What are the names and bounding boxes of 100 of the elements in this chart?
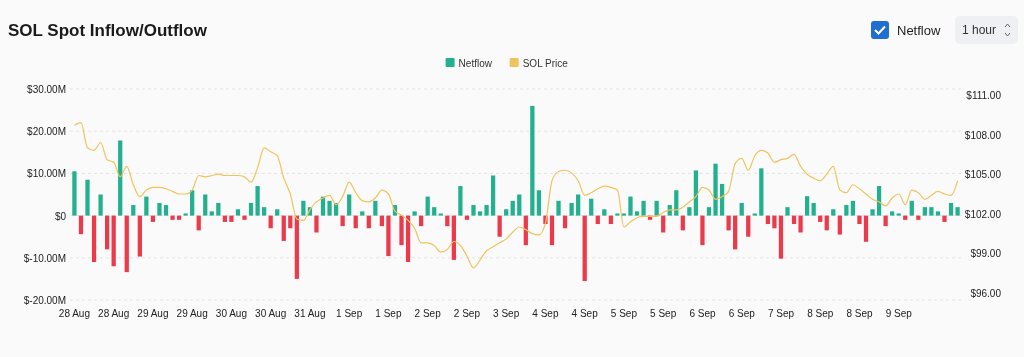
- bar: [654, 200, 659, 216]
- bar: [739, 202, 744, 216]
- bar: [229, 215, 234, 222]
- y2-tick-label: $111.00: [966, 90, 1002, 101]
- bar: [857, 215, 862, 225]
- bar: [726, 215, 731, 231]
- bar: [870, 209, 875, 216]
- bar: [948, 202, 954, 216]
- x-tick-label: 2 Sep: [414, 308, 442, 319]
- bar: [98, 194, 103, 216]
- y-tick-label: $0: [54, 210, 67, 222]
- x-tick-label: 29 Aug: [176, 308, 208, 319]
- bar: [752, 213, 757, 216]
- bar: [72, 171, 77, 216]
- y-tick-label: $20.00M: [27, 126, 66, 138]
- bar: [693, 170, 699, 216]
- x-tick-label: 9 Sep: [885, 308, 913, 319]
- bar: [811, 202, 816, 216]
- y2-tick-label: $108.00: [964, 129, 1002, 141]
- bar: [746, 215, 751, 237]
- bar: [602, 209, 607, 216]
- bar: [772, 215, 777, 229]
- bar: [347, 194, 352, 216]
- bar: [929, 207, 934, 216]
- bar: [556, 200, 561, 216]
- bar: [804, 196, 810, 216]
- bar: [301, 200, 306, 216]
- bar: [530, 105, 535, 216]
- bar: [517, 194, 522, 216]
- text: Netflow: [897, 23, 941, 38]
- bar: [255, 186, 260, 216]
- text: 1 hour: [962, 23, 997, 37]
- bar: [248, 202, 254, 216]
- bar: [890, 211, 895, 216]
- bar: [124, 215, 129, 273]
- bar: [235, 209, 241, 216]
- x-tick-label: 8 Sep: [807, 308, 834, 319]
- bar: [733, 215, 738, 250]
- bar: [78, 215, 84, 235]
- legend-label: Netflow: [458, 58, 493, 69]
- bar: [242, 215, 247, 220]
- bar: [582, 215, 587, 282]
- bar: [831, 209, 836, 216]
- bar: [504, 209, 509, 216]
- x-tick-label: 5 Sep: [650, 308, 677, 319]
- bar: [386, 215, 391, 257]
- bar: [719, 183, 725, 216]
- x-tick-label: 30 Aug: [255, 308, 287, 319]
- bar: [621, 213, 627, 216]
- line-series: [73, 122, 959, 269]
- bar: [183, 213, 188, 216]
- bar: [262, 207, 267, 216]
- bar: [576, 194, 581, 216]
- bar: [850, 200, 856, 216]
- chart-title: SOL Spot Inflow/Outflow: [8, 21, 208, 40]
- y2-tick-label: $102.00: [964, 208, 1002, 220]
- bar: [484, 205, 489, 216]
- y2-tick-label: $105.00: [964, 169, 1002, 181]
- x-tick-label: 5 Sep: [610, 308, 638, 319]
- bar: [922, 207, 927, 216]
- bar: [778, 215, 784, 259]
- bar: [471, 205, 476, 216]
- bar: [327, 200, 332, 216]
- x-tick-label: 3 Sep: [493, 308, 520, 319]
- x-tick-label: 1 Sep: [375, 308, 402, 319]
- bar: [844, 205, 849, 216]
- bar: [497, 215, 502, 237]
- y-tick-label: $-10.00M: [23, 252, 66, 264]
- bar: [85, 179, 90, 216]
- bar: [510, 200, 515, 216]
- y2-tick-label: $96.00: [970, 288, 1002, 299]
- bar: [863, 215, 869, 242]
- bar: [477, 211, 483, 216]
- bar: [942, 215, 947, 222]
- bar: [615, 213, 620, 216]
- bar: [700, 215, 705, 246]
- bar: [105, 215, 110, 250]
- bar: [137, 215, 142, 257]
- bar: [785, 207, 790, 216]
- bar: [118, 140, 123, 216]
- x-tick-label: 29 Aug: [137, 308, 169, 319]
- bar: [798, 215, 803, 233]
- bar: [281, 215, 286, 241]
- bar: [628, 196, 633, 216]
- bar: [163, 205, 169, 216]
- legend-label: SOL Price: [522, 58, 569, 69]
- y-tick-label: $10.00M: [27, 168, 66, 180]
- bar: [909, 200, 914, 216]
- x-tick-label: 7 Sep: [767, 308, 795, 319]
- bar: [216, 202, 221, 216]
- bar: [641, 200, 646, 216]
- x-tick-label: 1 Sep: [336, 308, 363, 319]
- bar: [360, 211, 365, 216]
- bar: [275, 209, 280, 216]
- x-tick-label: 4 Sep: [532, 308, 559, 319]
- bar: [131, 205, 136, 216]
- bar: [569, 202, 574, 216]
- bar: [687, 207, 692, 216]
- bar: [209, 211, 214, 216]
- bar: [876, 186, 882, 216]
